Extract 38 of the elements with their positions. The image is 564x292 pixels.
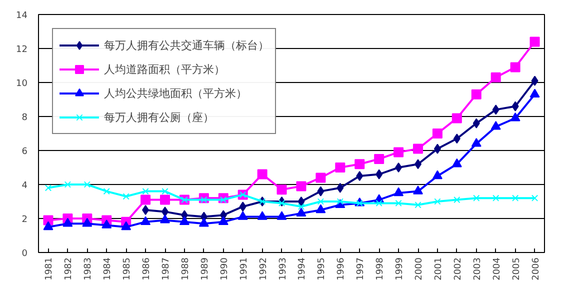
x-tick-label: 1982 — [64, 258, 74, 280]
x-tick-label: 1997 — [356, 258, 366, 280]
y-tick-label: 12 — [16, 45, 28, 55]
x-tick-label: 1981 — [44, 258, 55, 280]
y-tick-label: 6 — [22, 147, 28, 157]
x-tick-label: 2003 — [472, 258, 483, 280]
x-tick-label: 1996 — [336, 257, 347, 280]
x-tick-label: 1986 — [142, 257, 152, 280]
x-tick-label: 1993 — [278, 258, 288, 280]
x-tick-label: 1994 — [298, 257, 308, 280]
x-tick-label: 2002 — [453, 258, 464, 280]
legend-label: 每万人拥有公厕（座） — [104, 110, 214, 124]
x-tick-label: 2005 — [512, 258, 522, 280]
x-tick-label: 1990 — [220, 257, 230, 280]
x-tick-label: 1989 — [200, 257, 210, 280]
x-tick-label: 1999 — [395, 257, 406, 280]
x-tick-label: 2004 — [492, 257, 502, 280]
legend-label: 人均道路面积（平方米） — [104, 62, 225, 76]
x-tick-label: 2000 — [414, 257, 424, 280]
x-tick-label: 1985 — [122, 258, 133, 280]
y-tick-label: 2 — [22, 215, 28, 225]
y-tick-label: 14 — [16, 11, 28, 21]
y-tick-label: 10 — [16, 79, 28, 89]
x-tick-label: 1992 — [258, 258, 269, 280]
x-tick-label: 1983 — [84, 258, 94, 280]
x-tick-label: 1988 — [180, 257, 191, 280]
y-tick-label: 4 — [22, 181, 28, 191]
legend-label: 每万人拥有公共交通车辆（标台） — [104, 38, 269, 52]
legend-label: 人均公共绿地面积（平方米） — [104, 86, 247, 100]
y-tick-label: 8 — [22, 113, 28, 123]
x-tick-label: 2001 — [434, 258, 444, 280]
x-tick-label: 1984 — [103, 257, 114, 280]
x-tick-label: 1995 — [317, 258, 328, 280]
x-tick-label: 1987 — [162, 258, 172, 280]
x-tick-label: 1991 — [239, 258, 250, 280]
x-tick-label: 1998 — [376, 257, 386, 280]
x-tick-label: 2006 — [531, 257, 542, 280]
y-tick-label: 0 — [22, 249, 28, 259]
